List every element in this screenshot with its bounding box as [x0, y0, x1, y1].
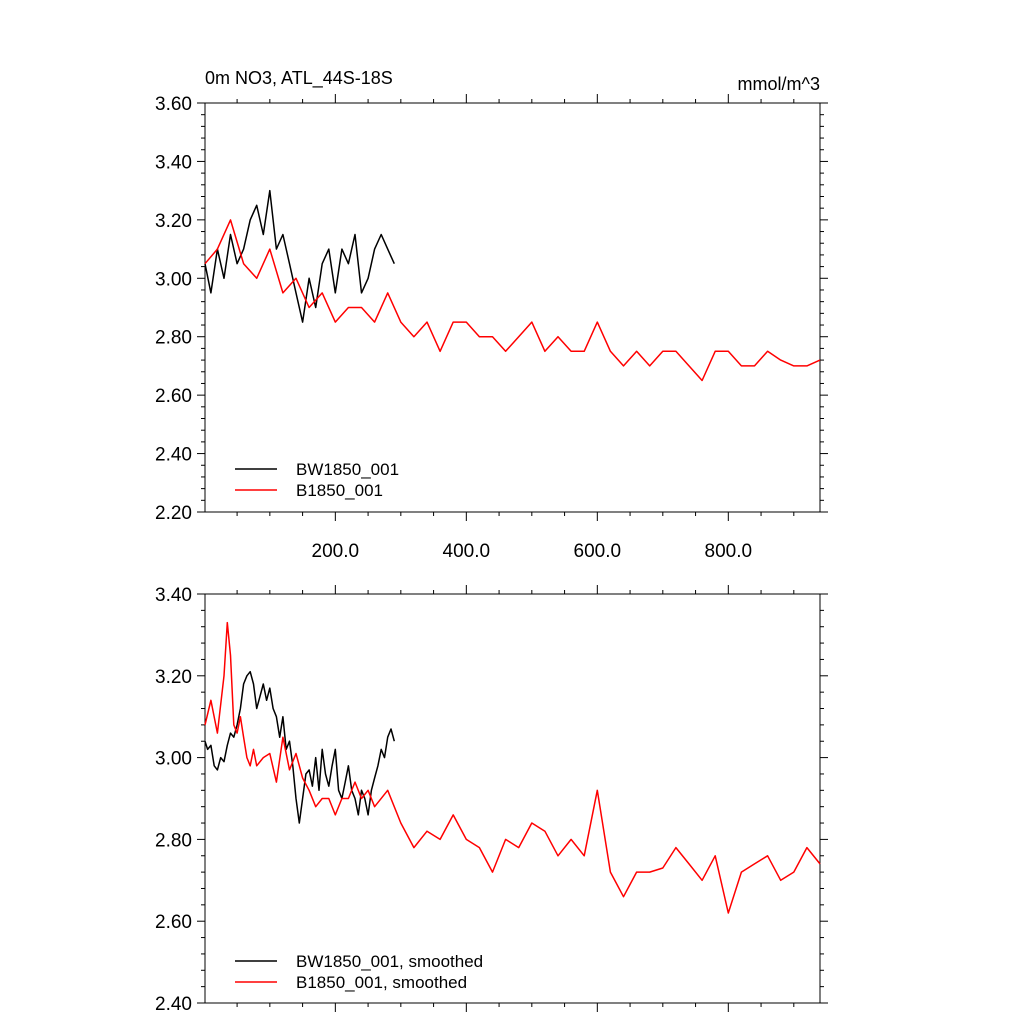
- y-tick-label: 2.80: [155, 328, 192, 349]
- chart-panel-2: 2.40 2.60 2.80 3.00 3.20 3.40 BW1850_001, smoo…: [155, 585, 828, 1015]
- legend-label: BW1850_001: [296, 460, 399, 479]
- x-tick-label: 800.0: [705, 541, 753, 562]
- series-line-bw1850-001-smoothed: [204, 670, 396, 824]
- series-line-b1850-001: [204, 219, 821, 382]
- x-tick-label: 400.0: [443, 541, 491, 562]
- y-tick-label: 2.80: [155, 830, 192, 851]
- y-tick-label: 3.60: [155, 94, 192, 115]
- y-tick-label: 2.40: [155, 445, 192, 466]
- y-tick-label: 3.00: [155, 269, 192, 290]
- x-tick-label: 600.0: [574, 541, 622, 562]
- legend-label: B1850_001, smoothed: [296, 973, 467, 992]
- chart-title: 0m NO3, ATL_44S-18S: [205, 68, 393, 89]
- y-tick-label: 3.40: [155, 152, 192, 173]
- series-line-bw1850-001: [204, 189, 395, 323]
- y-tick-label: 3.40: [155, 585, 192, 606]
- y-tick-label: 2.20: [155, 503, 192, 524]
- legend-label: B1850_001: [296, 481, 383, 500]
- y-tick-label: 3.20: [155, 211, 192, 232]
- plot-frame: [204, 593, 821, 1004]
- plot-frame: [204, 102, 821, 513]
- x-tick-label: 200.0: [312, 541, 360, 562]
- legend-label: BW1850_001, smoothed: [296, 952, 483, 971]
- series-line-b1850-001-smoothed: [204, 621, 821, 914]
- y-tick-label: 3.20: [155, 667, 192, 688]
- chart-units: mmol/m^3: [738, 74, 820, 94]
- y-tick-label: 2.60: [155, 912, 192, 933]
- chart-panel-1: 2.20 2.40 2.60 2.80 3.00 3.20 3.40 3.60 200.0 400…: [155, 68, 828, 562]
- y-tick-label: 2.60: [155, 386, 192, 407]
- y-tick-label: 3.00: [155, 749, 192, 770]
- y-tick-label: 2.40: [155, 994, 192, 1015]
